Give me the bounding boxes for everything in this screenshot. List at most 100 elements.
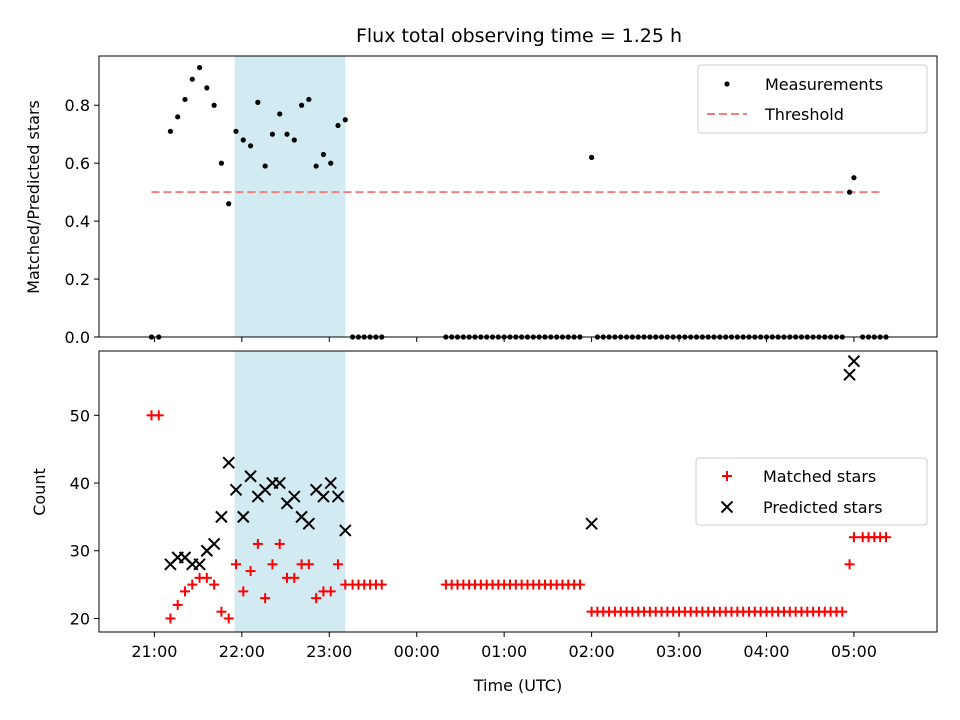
legend-matched-plus (722, 471, 732, 481)
measurement-point (320, 151, 327, 158)
measurement-point (306, 96, 312, 103)
matched-star-point (267, 559, 278, 570)
matched-star-point (880, 532, 891, 543)
top-highlight-span (234, 56, 346, 337)
predicted-star-point (317, 490, 330, 503)
measurement-point (233, 128, 239, 134)
measurement-point (226, 201, 232, 207)
x-tick-label: 22:00 (219, 642, 265, 661)
bottom-y-axis-label: Count (30, 468, 49, 516)
matched-star-point (333, 559, 344, 570)
x-tick-label: 02:00 (569, 642, 615, 661)
measurement-point (255, 99, 261, 105)
matched-star-point (201, 572, 212, 583)
measurement-point (211, 102, 217, 108)
matched-star-point (574, 579, 585, 590)
y-tick-label: 50 (70, 406, 90, 425)
predicted-star-point (288, 490, 301, 503)
measurement-point (262, 163, 268, 169)
measurement-point (284, 131, 290, 137)
measurement-point (182, 96, 188, 103)
matched-star-point (303, 559, 314, 570)
matched-star-point (172, 599, 183, 610)
predicted-star-point (237, 510, 250, 524)
legend-measurements-marker (724, 81, 730, 87)
y-tick-label: 40 (70, 474, 90, 493)
y-tick-label: 0.2 (65, 270, 90, 289)
y-tick-label: 0.8 (65, 96, 90, 115)
bottom-panel: 20 30 40 50 21:00 22:00 23:00 00:00 01:00 02:00 0… (30, 350, 938, 695)
bottom-plot-frame (98, 350, 938, 633)
top-y-axis-label: Matched/Predicted stars (24, 100, 43, 294)
predicted-star-point (207, 537, 221, 551)
matched-star-point (848, 532, 859, 543)
measurement-point (175, 114, 181, 120)
predicted-star-point (244, 470, 257, 483)
legend-matched-marker (722, 471, 732, 481)
x-tick-label: 03:00 (656, 642, 702, 661)
legend-threshold-label: Threshold (764, 105, 844, 124)
predicted-star-point (229, 483, 243, 497)
predicted-star-point (331, 490, 345, 503)
top-panel: 0.00.20.40.60.8 Matched/Predicted stars … (24, 55, 938, 347)
x-tick-label: 00:00 (394, 642, 440, 661)
measurement-point (342, 117, 348, 123)
measurement-point (204, 85, 210, 91)
predicted-star-point (339, 524, 352, 537)
matched-star-point (260, 593, 271, 604)
matched-star-point (376, 579, 387, 590)
x-tick-label: 21:00 (131, 642, 177, 661)
top-plot-frame (98, 55, 938, 338)
x-axis-label: Time (UTC) (473, 676, 562, 695)
y-tick-label: 0.0 (65, 328, 90, 347)
x-tick-label: 01:00 (481, 642, 527, 661)
predicted-star-point (302, 517, 316, 530)
matched-star-point (245, 566, 256, 577)
measurement-point (291, 137, 297, 143)
chart-title: Flux total observing time = 1.25 h (356, 25, 682, 47)
matched-star-point (238, 586, 249, 597)
predicted-star-point (193, 558, 206, 571)
legend-matched-label: Matched stars (763, 467, 876, 486)
matched-star-point (252, 538, 263, 549)
measurement-point (189, 76, 195, 82)
predicted-star-point (324, 476, 337, 490)
measurement-point (846, 189, 853, 195)
measurement-point (588, 154, 595, 160)
measurement-point (298, 102, 305, 108)
matched-star-point (844, 559, 855, 570)
top-legend-frame (697, 64, 928, 134)
matched-star-point (165, 613, 176, 624)
matched-star-point (153, 410, 164, 421)
measurement-point (240, 137, 246, 143)
predicted-star-point (843, 368, 856, 381)
x-tick-label: 23:00 (306, 642, 352, 661)
y-tick-label: 20 (70, 609, 90, 628)
measurement-point (196, 64, 203, 71)
y-tick-label: 0.4 (65, 212, 90, 231)
predicted-star-point (215, 510, 228, 524)
top-legend: Measurements Threshold (697, 64, 928, 134)
measurement-point (277, 111, 283, 117)
measurement-point (313, 163, 319, 169)
legend-predicted-label: Predicted stars (763, 498, 883, 517)
measurement-point (167, 128, 174, 134)
legend-predicted-marker (720, 500, 734, 514)
predicted-star-point (585, 517, 598, 530)
matched-star-point (187, 579, 198, 590)
y-tick-label: 30 (70, 542, 90, 561)
matched-star-point (223, 613, 234, 624)
matched-star-point (837, 606, 848, 617)
bottom-legend-frame (695, 457, 928, 526)
matched-star-point (289, 572, 300, 583)
predicted-star-point (273, 476, 286, 490)
measurement-point (247, 143, 254, 149)
measurement-point (335, 122, 341, 129)
matched-star-point (274, 538, 285, 549)
y-tick-label: 0.6 (65, 154, 90, 173)
predicted-star-point (222, 456, 235, 469)
x-tick-label: 04:00 (743, 642, 789, 661)
matched-star-point (311, 593, 322, 604)
matched-star-point (230, 559, 241, 570)
